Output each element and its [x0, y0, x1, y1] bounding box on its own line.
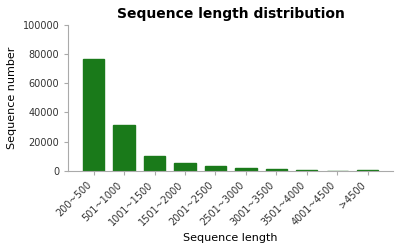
Bar — [266, 170, 287, 171]
Bar — [114, 125, 135, 171]
Bar — [174, 163, 196, 171]
Y-axis label: Sequence number: Sequence number — [7, 47, 17, 149]
Bar — [357, 170, 378, 171]
X-axis label: Sequence length: Sequence length — [184, 233, 278, 243]
Bar — [144, 156, 165, 171]
Bar — [296, 170, 318, 171]
Title: Sequence length distribution: Sequence length distribution — [117, 7, 345, 21]
Bar — [205, 166, 226, 171]
Bar — [235, 168, 256, 171]
Bar — [83, 59, 104, 171]
